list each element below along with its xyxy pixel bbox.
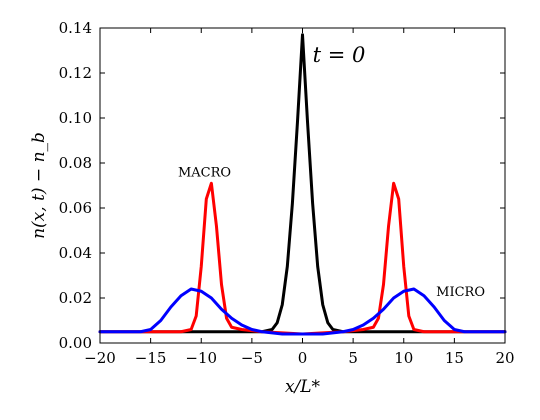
x-tick-label: 15: [445, 349, 464, 367]
x-tick-label: −15: [135, 349, 167, 367]
y-tick-label: 0.06: [59, 199, 92, 217]
series-line-1: [98, 181, 507, 336]
series-layer: [98, 33, 507, 336]
labels-layer: −20 −15 −10 −5 0 5 10 15 20 0.00 0.02 0.04 0.06 0.08 0…: [29, 19, 515, 397]
y-tick-label: 0.04: [59, 244, 92, 262]
series-line-0: [98, 33, 507, 334]
x-tick-label: 10: [394, 349, 413, 367]
y-tick-label: 0.14: [59, 19, 92, 37]
ticks-layer: [99, 27, 506, 344]
y-tick-label: 0.00: [59, 334, 92, 352]
series-line-2: [98, 287, 507, 336]
x-axis-label: x/L*: [285, 377, 321, 397]
x-tick-label: −10: [185, 349, 217, 367]
x-tick-label: −5: [241, 349, 263, 367]
y-axis-label: n(x, t) − n_b: [29, 132, 49, 239]
x-tick-label: 5: [348, 349, 358, 367]
annotation-0: t = 0: [313, 43, 366, 67]
y-tick-label: 0.12: [59, 64, 92, 82]
y-tick-label: 0.08: [59, 154, 92, 172]
y-tick-label: 0.10: [59, 109, 92, 127]
x-tick-label: 0: [298, 349, 308, 367]
annotation-2: MICRO: [436, 285, 485, 300]
y-tick-label: 0.02: [59, 289, 92, 307]
x-tick-label: 20: [495, 349, 514, 367]
annotation-1: MACRO: [178, 166, 231, 181]
x-tick-label: −20: [84, 349, 116, 367]
